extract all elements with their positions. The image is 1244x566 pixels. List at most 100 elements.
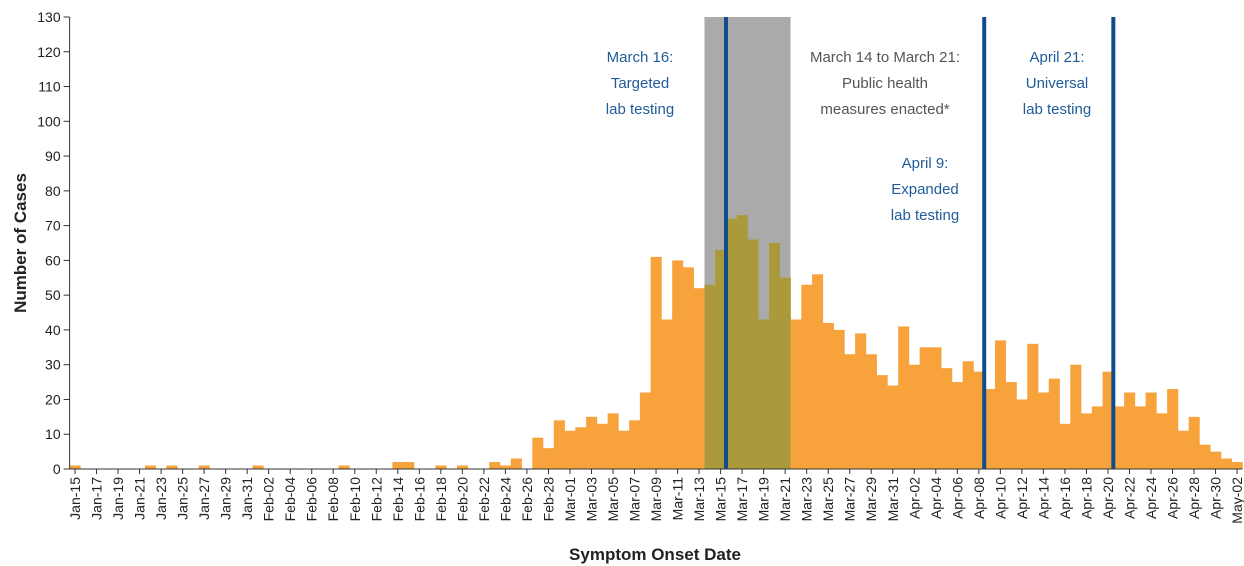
- x-tick-label: Jan-31: [239, 477, 255, 520]
- y-tick-label: 10: [45, 426, 61, 442]
- x-tick-label: May-02: [1229, 477, 1244, 524]
- bar: [715, 249, 727, 469]
- bar: [769, 243, 781, 469]
- bar: [747, 239, 759, 469]
- bar: [919, 347, 931, 469]
- bar: [1177, 430, 1189, 469]
- x-tick-label: Mar-21: [777, 477, 793, 522]
- bar: [1231, 462, 1243, 469]
- x-tick-label: Mar-07: [627, 477, 643, 522]
- x-tick-label: Feb-08: [325, 477, 341, 522]
- y-tick-label: 80: [45, 183, 61, 199]
- x-tick-label: Apr-02: [906, 477, 922, 519]
- annotation: lab testing: [1023, 101, 1091, 118]
- bar: [532, 437, 544, 469]
- y-tick-label: 60: [45, 252, 61, 268]
- bar: [941, 368, 953, 469]
- x-tick-label: Feb-02: [261, 477, 277, 522]
- bar: [629, 420, 641, 469]
- annotation: March 14 to March 21:: [810, 49, 960, 66]
- bar: [1113, 406, 1125, 469]
- annotation: April 21:: [1029, 49, 1084, 66]
- x-tick-label: Jan-19: [110, 477, 126, 520]
- bar: [908, 364, 920, 469]
- x-tick-label: Jan-25: [175, 477, 191, 520]
- x-tick-label: Apr-16: [1057, 477, 1073, 519]
- bar: [489, 462, 501, 469]
- x-tick-label: Mar-01: [562, 477, 578, 522]
- x-tick-label: Apr-06: [949, 477, 965, 519]
- bar: [639, 392, 651, 469]
- bar: [1156, 413, 1168, 469]
- x-tick-label: Mar-19: [756, 477, 772, 522]
- annotation: lab testing: [891, 207, 959, 224]
- bar: [338, 465, 350, 469]
- bar: [166, 465, 178, 469]
- x-tick-label: Feb-26: [519, 477, 535, 522]
- bar: [392, 462, 404, 469]
- x-tick-label: Mar-11: [670, 477, 686, 521]
- y-tick-label: 30: [45, 357, 61, 373]
- bar: [1199, 444, 1211, 469]
- x-tick-label: Feb-14: [390, 477, 406, 522]
- x-tick-label: Mar-05: [605, 477, 621, 522]
- bar: [876, 375, 888, 469]
- bar: [951, 382, 963, 469]
- x-tick-label: Mar-17: [734, 477, 750, 522]
- bar: [1145, 392, 1157, 469]
- x-tick-label: Feb-20: [454, 477, 470, 522]
- bar: [693, 288, 705, 469]
- x-tick-label: Apr-10: [992, 477, 1008, 519]
- x-tick-label: Apr-12: [1014, 477, 1030, 519]
- bar: [1220, 458, 1232, 469]
- x-tick-label: Feb-28: [540, 477, 556, 522]
- x-tick-label: Mar-09: [648, 477, 664, 522]
- bar: [855, 333, 867, 469]
- x-tick-label: Jan-27: [196, 477, 212, 520]
- x-tick-label: Mar-15: [713, 477, 729, 522]
- annotation: measures enacted*: [820, 101, 949, 118]
- bar: [650, 256, 662, 469]
- x-tick-label: Feb-04: [282, 477, 298, 522]
- x-tick-label: Feb-16: [411, 477, 427, 522]
- bar: [1081, 413, 1093, 469]
- x-tick-label: Apr-28: [1186, 477, 1202, 519]
- bar: [586, 416, 598, 469]
- x-tick-label: Feb-12: [368, 477, 384, 522]
- x-tick-label: Apr-04: [928, 477, 944, 519]
- y-tick-label: 70: [45, 218, 61, 234]
- bar: [1005, 382, 1017, 469]
- bar: [1134, 406, 1146, 469]
- x-tick-label: Feb-06: [304, 477, 320, 522]
- x-tick-label: Apr-24: [1143, 477, 1159, 519]
- bar: [865, 354, 877, 469]
- bar: [758, 319, 770, 469]
- bar: [801, 284, 813, 469]
- bar: [435, 465, 447, 469]
- bar: [930, 347, 942, 469]
- x-tick-label: Mar-25: [820, 477, 836, 522]
- annotation: April 9:: [902, 155, 949, 172]
- bar: [1188, 416, 1200, 469]
- x-tick-label: Mar-23: [799, 477, 815, 522]
- x-tick-label: Mar-03: [583, 477, 599, 522]
- bar: [456, 465, 469, 469]
- annotation: March 16:: [607, 49, 674, 66]
- annotation: Targeted: [611, 75, 669, 92]
- x-tick-label: Mar-27: [842, 477, 858, 522]
- bar: [198, 465, 210, 469]
- bar: [704, 284, 716, 469]
- bar: [790, 319, 802, 469]
- bar: [618, 430, 630, 469]
- annotation: Universal: [1026, 75, 1089, 92]
- bar: [736, 215, 748, 469]
- bar: [500, 465, 512, 469]
- annotation: Public health: [842, 75, 928, 92]
- x-tick-label: Jan-17: [89, 477, 105, 520]
- x-tick-label: Apr-18: [1078, 477, 1094, 519]
- bar: [984, 389, 996, 469]
- bar: [1091, 406, 1103, 469]
- y-tick-label: 20: [45, 391, 61, 407]
- x-tick-label: Apr-14: [1035, 477, 1051, 519]
